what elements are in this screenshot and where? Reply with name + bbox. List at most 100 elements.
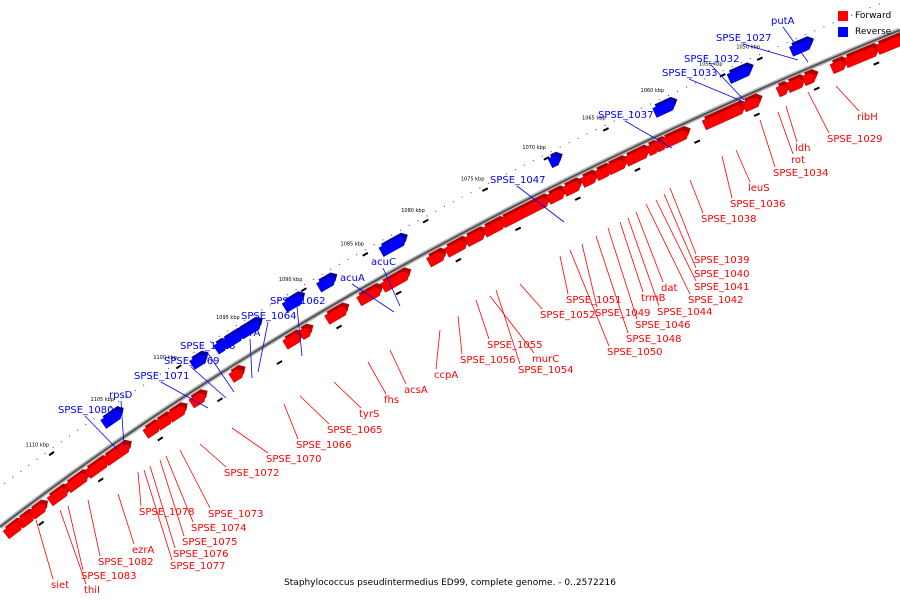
forward-gene-label: SPSE_1065 (327, 425, 383, 436)
forward-gene-label: acsA (404, 385, 428, 396)
minor-tick (217, 397, 223, 402)
forward-leader (646, 204, 690, 294)
legend: Forward Reverse (838, 8, 900, 40)
forward-gene-label: SPSE_1029 (827, 134, 883, 145)
forward-leader (284, 404, 298, 439)
forward-gene-label: SPSE_1048 (626, 334, 682, 345)
reverse-gene-label: rpsD (109, 390, 133, 401)
forward-gene-label: SPSE_1042 (688, 295, 744, 306)
forward-gene-label: SPSE_1054 (518, 365, 574, 376)
minor-tick (694, 140, 700, 144)
forward-gene-label: SPSE_1055 (487, 340, 543, 351)
forward-gene-label: SPSE_1044 (657, 307, 713, 318)
reverse-gene-label: SPSE_1064 (241, 311, 297, 322)
kbp-label: 1070 kbp (522, 145, 546, 151)
forward-leader (778, 112, 793, 154)
reverse-leader (689, 79, 744, 102)
forward-gene-label: SPSE_1034 (773, 168, 829, 179)
forward-leader (808, 92, 829, 133)
forward-gene-label: ezrA (132, 545, 155, 556)
forward-leader (760, 120, 775, 167)
kbp-label: 1110 kbp (26, 443, 50, 449)
kbp-label: 1060 kbp (641, 88, 665, 94)
forward-gene-label: SPSE_1075 (182, 537, 238, 548)
forward-leader (180, 450, 210, 508)
forward-gene-label: SPSE_1052 (540, 310, 596, 321)
forward-gene-label: trmB (641, 293, 666, 304)
reverse-gene-label: SPSE_1037 (598, 110, 654, 121)
forward-leader (368, 362, 386, 394)
kbp-label: 1085 kbp (341, 242, 365, 248)
minor-tick (575, 196, 581, 200)
reverse-gene-label: acuC (371, 257, 396, 268)
forward-gene-label: SPSE_1038 (701, 214, 757, 225)
reverse-gene-label: SPSE_1047 (490, 175, 546, 186)
forward-leader (786, 106, 797, 142)
forward-gene-label: SPSE_1074 (191, 523, 247, 534)
forward-leader (496, 290, 520, 364)
minor-tick (396, 291, 402, 296)
forward-leader (620, 222, 643, 292)
reverse-gene-label: SPSE_1068 (180, 341, 236, 352)
forward-leader (436, 330, 440, 369)
forward-leader (476, 300, 489, 339)
kbp-tick (423, 219, 429, 224)
legend-reverse-swatch (838, 27, 848, 37)
reverse-gene-label: SPSE_1080 (58, 405, 114, 416)
forward-gene (830, 60, 847, 73)
legend-forward-label: Forward (855, 10, 891, 22)
kbp-tick (362, 252, 368, 257)
forward-gene-label: tyrS (359, 409, 379, 420)
forward-leader (656, 200, 696, 281)
forward-gene-label: ribH (857, 112, 878, 123)
reverse-gene (653, 101, 676, 118)
legend-forward-swatch (838, 11, 848, 21)
genome-axis-shadow (0, 30, 900, 527)
minor-tick (754, 113, 760, 117)
forward-gene-label: ldh (795, 143, 810, 154)
minor-tick (515, 227, 521, 232)
forward-leader (636, 212, 663, 282)
reverse-gene-label: SPSE_1032 (684, 54, 740, 65)
forward-leader (736, 150, 750, 182)
minor-tick (157, 436, 163, 441)
reverse-gene (548, 156, 561, 168)
minor-tick (455, 258, 461, 263)
reverse-gene-label: SPSE_1062 (270, 296, 326, 307)
reverse-gene (316, 277, 335, 293)
forward-gene-label: ccpA (434, 370, 458, 381)
forward-gene (802, 73, 817, 86)
forward-leader (232, 428, 268, 453)
forward-leader (300, 396, 329, 424)
forward-gene-label: SPSE_1066 (296, 440, 352, 451)
forward-leader (334, 382, 361, 408)
forward-leader (664, 194, 696, 268)
kbp-label: 1080 kbp (401, 208, 425, 214)
forward-leader (118, 494, 134, 544)
kbp-label: 1090 kbp (279, 277, 303, 283)
kbp-tick (301, 287, 307, 292)
kbp-tick (482, 187, 488, 192)
forward-gene-label: SPSE_1040 (694, 269, 750, 280)
forward-gene (776, 85, 789, 97)
forward-gene-label: rot (791, 155, 805, 166)
kbp-tick (757, 57, 763, 61)
kbp-tick (49, 451, 55, 456)
forward-gene-label: murC (532, 354, 559, 365)
minor-tick (634, 168, 640, 172)
genome-map-svg: 1050 kbp1055 kbp1060 kbp1065 kbp1070 kbp… (0, 0, 900, 600)
reverse-gene-label: SPSE_1071 (134, 371, 190, 382)
reverse-gene-label: SPSE_1069 (164, 356, 220, 367)
minor-tick (38, 521, 44, 526)
forward-gene-label: fhs (384, 395, 399, 406)
forward-leader (390, 350, 406, 384)
forward-gene-label: SPSE_1056 (460, 355, 516, 366)
minor-tick (814, 87, 820, 91)
forward-leader (200, 444, 226, 467)
forward-leader (458, 316, 462, 354)
forward-gene-label: SPSE_1050 (607, 347, 663, 358)
forward-leader (138, 472, 141, 506)
forward-leader (60, 510, 86, 584)
forward-gene (580, 174, 597, 188)
forward-gene (229, 369, 244, 383)
